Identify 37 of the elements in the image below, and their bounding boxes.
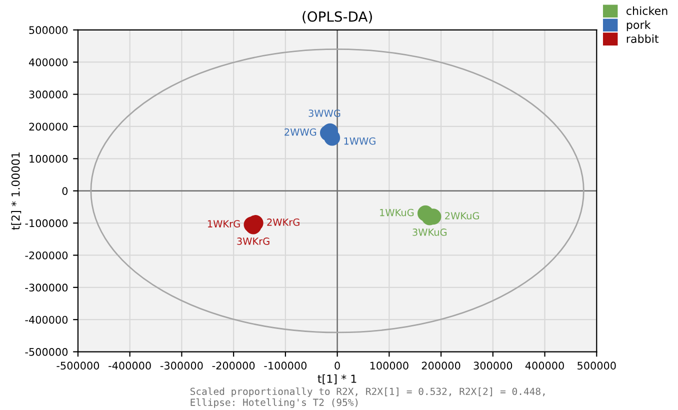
y-tick-label: 100000 [30,154,68,163]
annotation: 3WKuG [412,228,447,236]
x-tick-label: -300000 [160,362,203,370]
y-tick-label: -100000 [25,219,68,228]
y-tick-label: -500000 [25,348,68,356]
x-tick-label: 100000 [370,362,408,370]
x-tick-label: -400000 [108,362,151,370]
x-axis-title: t[1] * 1 [318,374,356,384]
legend-label: rabbit [626,34,659,43]
x-tick-label: 200000 [422,362,460,370]
annotation: 2WKuG [445,212,479,220]
chart-title: (OPLS-DA) [302,11,372,24]
x-tick-label: 400000 [525,362,564,370]
annotation: 1WKrG [208,220,240,228]
annotation: 1WKuG [380,208,414,216]
annotation: 1WWG [344,137,376,145]
x-tick-label: -100000 [264,362,307,370]
annotation: 2WKrG [267,218,300,226]
x-tick-label: -500000 [56,362,100,370]
annotation: 3WKrG [237,238,270,245]
y-tick-label: 0 [62,187,68,195]
y-tick-label: 300000 [29,90,68,98]
annotation: 2WWG [284,128,316,136]
y-tick-label: -200000 [25,251,68,260]
y-tick-label: -300000 [25,284,68,292]
legend-label: chicken [626,6,668,16]
y-axis-title: t[2] * 1.00001 [11,152,22,230]
text: Scaled proportionally to R2X, R2X[1] = 0.532, R2X[2] = 0.448, Ellipse: Hotelling's T2 (95%) [190,387,545,408]
y-tick-label: 400000 [28,58,68,66]
x-tick-label: 300000 [474,362,512,370]
y-tick-label: -400000 [25,316,68,324]
y-tick-label: 200000 [29,122,68,131]
legend-label: pork [626,20,651,32]
x-tick-label: 0 [334,362,340,370]
x-tick-label: 500000 [578,362,616,370]
x-tick-label: -200000 [212,362,255,370]
y-tick-label: 500000 [29,26,68,34]
